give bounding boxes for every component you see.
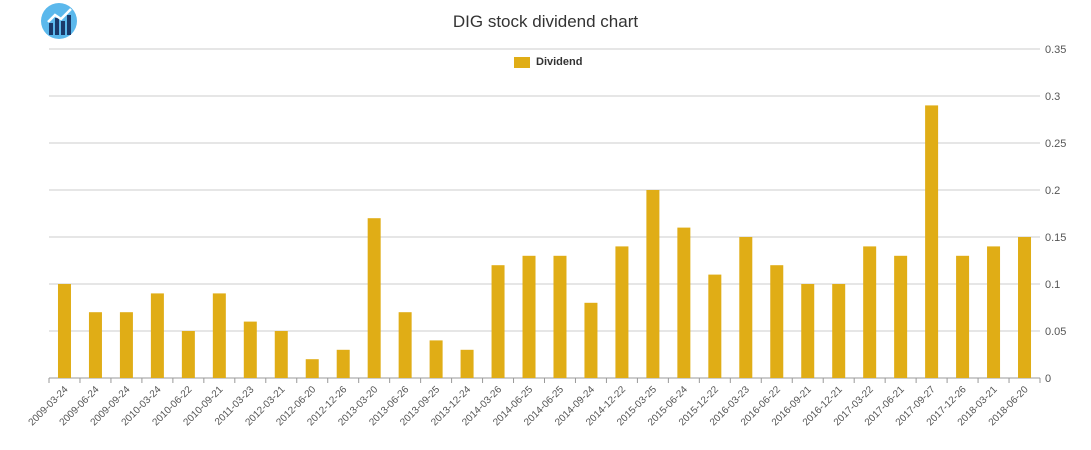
- bar: [150, 293, 164, 378]
- y-tick-label: 0.05: [1045, 326, 1066, 338]
- bar: [677, 227, 691, 378]
- legend-label: Dividend: [536, 56, 583, 68]
- bar: [894, 255, 908, 378]
- bar: [243, 321, 257, 378]
- bar: [863, 246, 877, 378]
- bar: [305, 359, 319, 378]
- y-tick-label: 0.25: [1045, 138, 1066, 150]
- legend[interactable]: Dividend: [514, 56, 582, 68]
- bar: [1018, 237, 1032, 378]
- bar: [801, 284, 815, 378]
- bar: [522, 255, 536, 378]
- bar: [584, 302, 598, 378]
- legend-swatch: [514, 56, 530, 68]
- y-tick-label: 0.15: [1045, 232, 1066, 244]
- bar: [57, 284, 71, 378]
- bar: [491, 265, 505, 378]
- bar: [646, 190, 660, 378]
- bar: [708, 274, 722, 378]
- bar: [88, 312, 102, 378]
- bar: [956, 255, 970, 378]
- bar: [739, 237, 753, 378]
- bar: [987, 246, 1001, 378]
- bar: [119, 312, 133, 378]
- bar: [274, 331, 288, 378]
- bar: [832, 284, 846, 378]
- bar: [553, 255, 567, 378]
- bar: [925, 105, 939, 379]
- y-tick-label: 0: [1045, 373, 1051, 385]
- bar: [429, 340, 443, 378]
- bar: [770, 265, 784, 378]
- bar: [460, 349, 474, 378]
- bar: [212, 293, 226, 378]
- bar: [367, 218, 381, 378]
- y-tick-label: 0.35: [1045, 44, 1066, 56]
- chart-title: DIG stock dividend chart: [452, 12, 639, 31]
- bar: [398, 312, 412, 378]
- bar: [615, 246, 629, 378]
- bar: [181, 331, 195, 378]
- bar: [336, 349, 350, 378]
- y-tick-label: 0.1: [1045, 279, 1060, 291]
- y-tick-label: 0.3: [1045, 91, 1060, 103]
- bar-chart-logo-icon: [41, 3, 77, 39]
- y-tick-label: 0.2: [1045, 185, 1060, 197]
